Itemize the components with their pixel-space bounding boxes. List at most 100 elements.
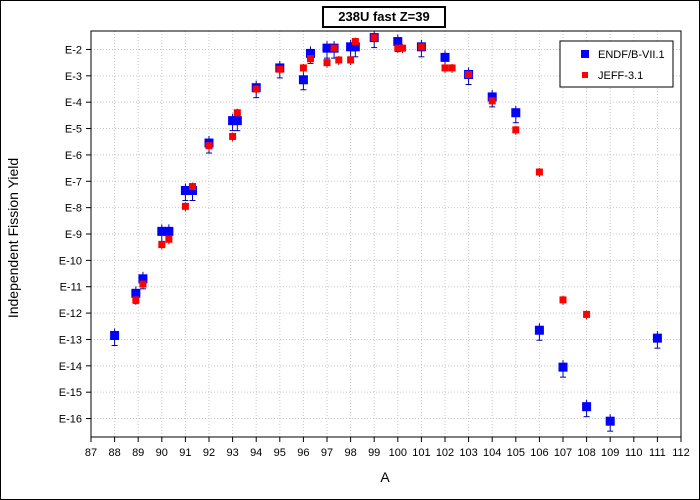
jeff-point [233, 109, 241, 117]
jeff-point [465, 71, 473, 78]
y-axis-title: Independent Fission Yield [5, 158, 21, 318]
y-tick-label: E-15 [59, 387, 82, 399]
jeff-point [488, 97, 496, 105]
endf-point [652, 333, 662, 343]
endf-point [350, 42, 360, 52]
endf-point [110, 331, 120, 340]
x-tick-label: 96 [297, 447, 309, 459]
x-tick-label: 100 [389, 447, 407, 459]
y-tick-label: E-4 [65, 97, 82, 109]
jeff-point [323, 59, 331, 67]
x-tick-label: 111 [649, 447, 666, 459]
jeff-point [347, 56, 355, 64]
x-tick-label: 102 [436, 447, 454, 459]
endf-point [305, 48, 315, 58]
jeff-point [512, 126, 520, 134]
data-points [110, 30, 662, 432]
endf-point [187, 186, 197, 195]
y-tick-label: E-12 [59, 308, 82, 320]
x-tick-label: 103 [459, 447, 477, 459]
x-tick-label: 88 [108, 447, 120, 459]
endf-point [346, 42, 356, 52]
jeff-point [559, 296, 567, 304]
x-tick-label: 97 [321, 447, 333, 459]
y-tick-label: E-3 [65, 71, 82, 83]
endf-point [232, 116, 242, 126]
jeff-point [583, 310, 591, 318]
jeff-point [165, 235, 173, 243]
x-tick-label: 112 [672, 447, 690, 459]
x-axis-title: A [380, 469, 390, 485]
jeff-point [252, 85, 260, 93]
jeff-point [330, 44, 338, 52]
y-tick-label: E-8 [65, 203, 82, 215]
x-tick-label: 107 [554, 447, 572, 459]
jeff-point [158, 241, 166, 249]
y-tick-label: E-9 [65, 229, 82, 241]
endf-point [558, 362, 568, 372]
y-tick-label: E-6 [65, 150, 82, 162]
y-tick-label: E-10 [59, 255, 82, 267]
endf-point [131, 288, 141, 298]
x-tick-label: 90 [156, 447, 168, 459]
x-tick-label: 93 [226, 447, 238, 459]
y-tick-label: E-14 [59, 361, 82, 373]
jeff-point [399, 44, 407, 52]
x-tick-label: 98 [344, 447, 356, 459]
legend-box [559, 40, 674, 88]
jeff-point [351, 38, 359, 46]
endf-point [582, 402, 592, 412]
x-tick-label: 101 [412, 447, 430, 459]
legend-swatch-jeff [582, 72, 588, 78]
endf-point [157, 226, 167, 236]
y-tick-label: E-16 [59, 414, 82, 426]
x-tick-label: 104 [483, 447, 501, 459]
x-tick-label: 99 [368, 447, 380, 459]
jeff-point [441, 64, 449, 72]
y-tick-label: E-2 [65, 44, 82, 56]
x-axis: 87 88 89 90 91 92 93 94 95 96 97 98 99 100 101 102 103 10… [85, 437, 690, 459]
legend-label-endf: ENDF/B-VII.1 [598, 49, 665, 61]
y-tick-label: E-7 [65, 176, 82, 188]
endf-point [487, 92, 497, 102]
endf-point [298, 75, 308, 85]
endf-point [534, 325, 544, 335]
x-tick-label: 105 [507, 447, 525, 459]
jeff-point [370, 34, 378, 42]
jeff-point [448, 64, 456, 72]
jeff-point [299, 64, 307, 72]
legend-label-jeff: JEFF-3.1 [598, 70, 643, 82]
y-tick-label: E-5 [65, 124, 82, 136]
endf-point [511, 108, 521, 118]
endf-point [228, 116, 238, 126]
endf-point [440, 52, 450, 62]
jeff-point [335, 56, 343, 64]
endf-point [138, 274, 148, 284]
x-tick-label: 92 [203, 447, 215, 459]
jeff-point [132, 296, 140, 304]
legend: ENDF/B-VII.1 JEFF-3.1 [559, 40, 674, 88]
x-tick-label: 110 [625, 447, 643, 459]
x-tick-label: 89 [132, 447, 144, 459]
endf-point [180, 186, 190, 195]
x-tick-label: 109 [601, 447, 619, 459]
endf-point [164, 226, 174, 236]
chart-title: 238U fast Z=39 [322, 6, 446, 28]
jeff-point [188, 183, 196, 191]
legend-swatch-endf [581, 50, 589, 58]
jeff-point [181, 202, 189, 210]
y-tick-label: E-13 [59, 334, 82, 346]
jeff-point [306, 55, 314, 63]
y-tick-label: E-11 [60, 282, 82, 294]
x-tick-label: 87 [85, 447, 97, 459]
x-tick-label: 108 [577, 447, 595, 459]
endf-point [322, 43, 332, 53]
grid [91, 31, 681, 437]
x-tick-label: 106 [530, 447, 548, 459]
jeff-point [535, 168, 543, 176]
jeff-point [276, 65, 284, 73]
x-tick-label: 94 [250, 447, 262, 459]
y-axis: E-2 E-3 E-4 E-5 E-6 E-7 E-8 E-9 E-10 E-11 E-12 E-13… [59, 44, 91, 426]
jeff-point [205, 142, 213, 150]
